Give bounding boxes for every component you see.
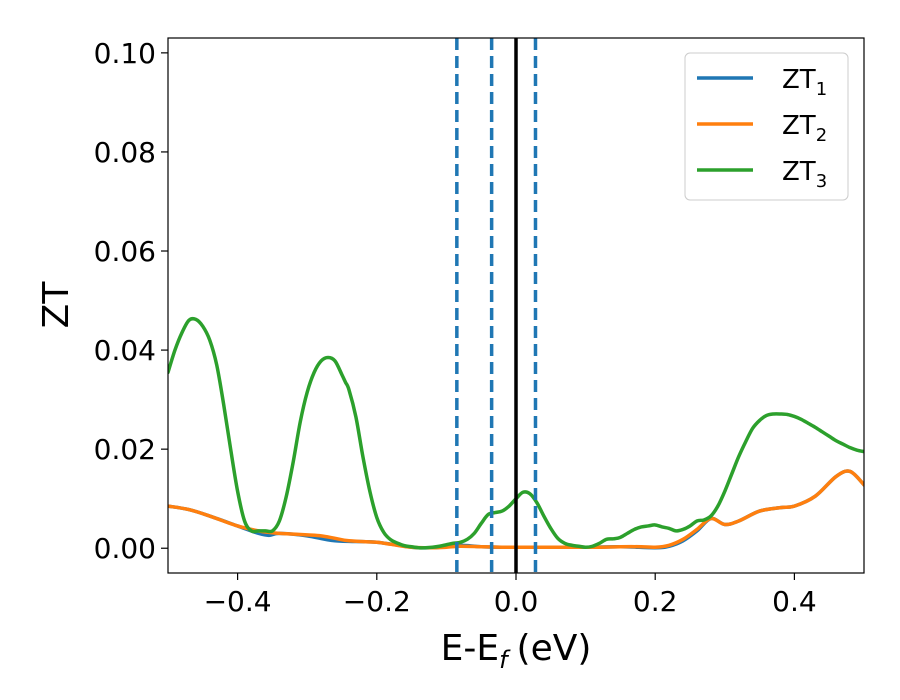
x-axis: −0.4 −0.2 0.0 0.2 0.4 (204, 573, 817, 618)
legend: ZT1 ZT2 ZT3 (684, 52, 849, 201)
y-tick-label: 0.00 (94, 532, 156, 565)
x-tick-label: −0.4 (204, 585, 272, 618)
y-axis: 0.00 0.02 0.04 0.06 0.08 0.10 (94, 37, 168, 565)
series-line-zt3 (168, 316, 864, 550)
legend-label-zt3: ZT3 (782, 157, 827, 192)
x-axis-label: E-Ef (eV) (441, 628, 592, 674)
y-tick-label: 0.02 (94, 433, 156, 466)
y-tick-label: 0.06 (94, 235, 156, 268)
series-line-zt2 (168, 469, 864, 550)
x-tick-label: −0.2 (343, 585, 411, 618)
plot-area (168, 316, 864, 550)
x-tick-label: 0.4 (772, 585, 817, 618)
legend-label-zt2: ZT2 (782, 111, 827, 146)
y-tick-label: 0.04 (94, 334, 156, 367)
y-tick-label: 0.10 (94, 37, 156, 70)
legend-frame (684, 52, 849, 201)
y-tick-label: 0.08 (94, 136, 156, 169)
reference-lines (455, 38, 538, 573)
x-tick-label: 0.0 (494, 585, 539, 618)
y-axis-label: ZT (36, 281, 77, 329)
legend-label-zt1: ZT1 (782, 65, 827, 100)
x-axis-label-unit: (eV) (517, 628, 592, 669)
x-tick-label: 0.2 (633, 585, 678, 618)
x-axis-label-main: E-E (441, 628, 499, 669)
